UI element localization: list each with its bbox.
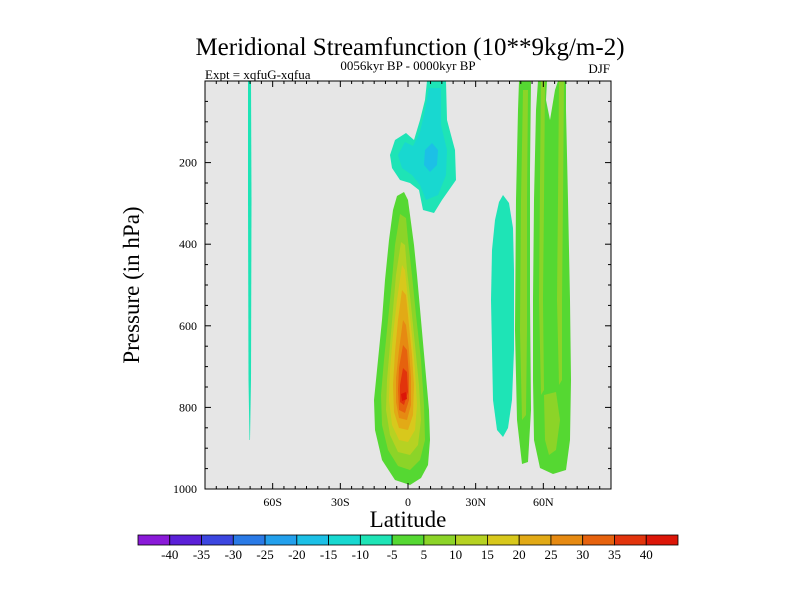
contour-band-10 <box>544 392 560 455</box>
colorbar-label: -35 <box>193 547 210 562</box>
colorbar-swatch <box>328 534 361 546</box>
contour-band-neg10 <box>398 88 447 200</box>
colorbar-swatch <box>487 534 520 546</box>
colorbar-label: -5 <box>387 547 398 562</box>
x-tick-label: 60N <box>533 495 554 509</box>
season-label: DJF <box>588 61 610 76</box>
contour-band-45 <box>401 392 407 401</box>
contour-band-10 <box>539 81 545 395</box>
colorbar-label: 5 <box>421 547 428 562</box>
colorbar-swatch <box>137 534 171 546</box>
colorbar-label: 35 <box>608 547 621 562</box>
colorbar-label: -30 <box>225 547 242 562</box>
contour-fields <box>248 81 571 485</box>
contour-band-10 <box>520 90 528 420</box>
colorbar-swatch <box>614 534 647 546</box>
colorbar-swatch <box>582 534 615 546</box>
colorbar-swatch <box>423 534 457 546</box>
contour-band-neg15 <box>424 143 438 172</box>
y-axis-label: Pressure (in hPa) <box>119 206 144 363</box>
x-tick-label: 30S <box>331 495 350 509</box>
y-tick-label: 800 <box>179 400 197 414</box>
colorbar-swatch <box>169 534 202 546</box>
colorbar-swatch <box>518 534 552 546</box>
colorbar-swatch <box>550 534 584 546</box>
colorbar-swatch <box>391 534 425 546</box>
colorbar-swatch <box>232 534 266 546</box>
colorbar-label: 10 <box>449 547 462 562</box>
period-label: 0056kyr BP - 0000kyr BP <box>340 58 475 73</box>
contour-band-10 <box>557 81 564 385</box>
tropical-positive-cell <box>374 192 430 485</box>
nh-midlat-negative-column <box>491 195 514 437</box>
colorbar-label: 40 <box>640 547 653 562</box>
x-tick-label: 60S <box>263 495 282 509</box>
sh-polar-column <box>248 81 252 440</box>
contour-band-neg5 <box>248 81 252 440</box>
colorbar-label: -25 <box>256 547 273 562</box>
y-tick-label: 400 <box>179 237 197 251</box>
y-tick-label: 1000 <box>173 482 197 496</box>
colorbar: -40 -35 -30 -25 -20 -15 -10 -5 5 10 15 20 25 30 35 40 <box>137 534 679 562</box>
contour-band-neg5 <box>491 195 514 437</box>
colorbar-swatch <box>264 534 298 546</box>
x-tick-label: 30N <box>465 495 486 509</box>
colorbar-label: -10 <box>352 547 369 562</box>
y-tick-label: 200 <box>179 156 197 170</box>
chart-title: Meridional Streamfunction (10**9kg/m-2) <box>195 34 624 61</box>
upper-negative-cell <box>390 81 456 213</box>
x-axis-label: Latitude <box>370 507 447 532</box>
colorbar-swatch <box>359 534 393 546</box>
y-axis: 200 400 600 800 1000 <box>173 80 611 496</box>
colorbar-swatch <box>296 534 329 546</box>
colorbar-label: 30 <box>576 547 589 562</box>
colorbar-swatch <box>455 534 488 546</box>
x-axis: 60S 30S 0 30N 60N <box>204 81 612 509</box>
colorbar-label: -15 <box>320 547 337 562</box>
colorbar-label: 15 <box>481 547 494 562</box>
colorbar-swatch <box>645 534 679 546</box>
colorbar-label: -40 <box>161 547 178 562</box>
colorbar-label: 20 <box>513 547 526 562</box>
nh-positive-columns <box>515 81 571 474</box>
experiment-label: Expt = xqfuG-xqfua <box>205 67 311 82</box>
x-tick-label: 0 <box>405 495 411 509</box>
colorbar-label: 25 <box>544 547 557 562</box>
colorbar-label: -20 <box>288 547 305 562</box>
y-tick-label: 600 <box>179 319 197 333</box>
colorbar-swatch <box>201 534 234 546</box>
